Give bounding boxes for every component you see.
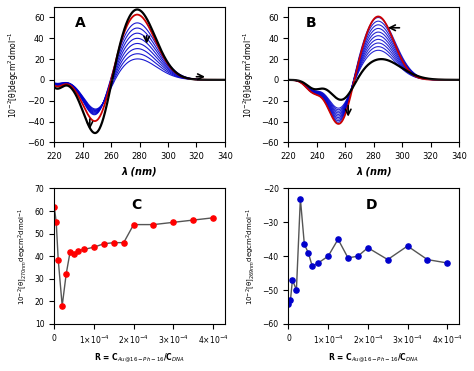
- Point: [364, 245, 372, 251]
- Point: [292, 287, 300, 293]
- Point: [324, 253, 332, 259]
- Point: [50, 204, 58, 210]
- Point: [58, 303, 66, 309]
- Point: [404, 243, 411, 249]
- Text: A: A: [75, 16, 85, 30]
- X-axis label: λ (nm): λ (nm): [356, 167, 392, 177]
- Point: [285, 301, 292, 306]
- Y-axis label: 10$^{-2}$[θ]degcm$^{2}$dmol$^{-1}$: 10$^{-2}$[θ]degcm$^{2}$dmol$^{-1}$: [241, 31, 255, 118]
- Point: [80, 246, 88, 252]
- Y-axis label: 10$^{-2}$[θ]degcm$^{2}$dmol$^{-1}$: 10$^{-2}$[θ]degcm$^{2}$dmol$^{-1}$: [7, 31, 21, 118]
- Point: [297, 196, 304, 201]
- Point: [301, 242, 308, 247]
- Point: [55, 257, 62, 263]
- Point: [334, 236, 342, 242]
- Text: D: D: [365, 198, 377, 212]
- Point: [70, 251, 78, 257]
- Point: [354, 253, 362, 259]
- Point: [289, 277, 296, 283]
- Point: [66, 249, 74, 255]
- Point: [384, 257, 392, 263]
- Point: [53, 219, 60, 225]
- Point: [424, 257, 431, 263]
- Point: [110, 240, 118, 246]
- X-axis label: R = C$_{Au@16-Ph-16}$/C$_{DNA}$: R = C$_{Au@16-Ph-16}$/C$_{DNA}$: [94, 352, 185, 364]
- Point: [150, 221, 157, 227]
- Point: [170, 219, 177, 225]
- X-axis label: λ (nm): λ (nm): [122, 167, 157, 177]
- Point: [90, 244, 98, 250]
- Point: [314, 260, 322, 266]
- Point: [130, 221, 137, 227]
- Point: [309, 263, 316, 269]
- Point: [287, 297, 294, 303]
- Point: [63, 271, 70, 277]
- Point: [209, 215, 217, 221]
- X-axis label: R = C$_{Au@16-Ph-16}$/C$_{DNA}$: R = C$_{Au@16-Ph-16}$/C$_{DNA}$: [328, 352, 419, 364]
- Point: [443, 260, 451, 266]
- Y-axis label: 10$^{-2}$[θ]$_{269nm}$degcm$^{2}$dmol$^{-1}$: 10$^{-2}$[θ]$_{269nm}$degcm$^{2}$dmol$^{…: [244, 208, 257, 305]
- Text: C: C: [131, 198, 141, 212]
- Point: [304, 250, 312, 256]
- Point: [189, 217, 197, 223]
- Point: [74, 247, 82, 253]
- Point: [120, 240, 128, 246]
- Y-axis label: 10$^{-2}$[θ]$_{270nm}$degcm$^{2}$dmol$^{-1}$: 10$^{-2}$[θ]$_{270nm}$degcm$^{2}$dmol$^{…: [17, 208, 29, 305]
- Point: [344, 255, 352, 261]
- Text: B: B: [306, 16, 316, 30]
- Point: [100, 241, 108, 247]
